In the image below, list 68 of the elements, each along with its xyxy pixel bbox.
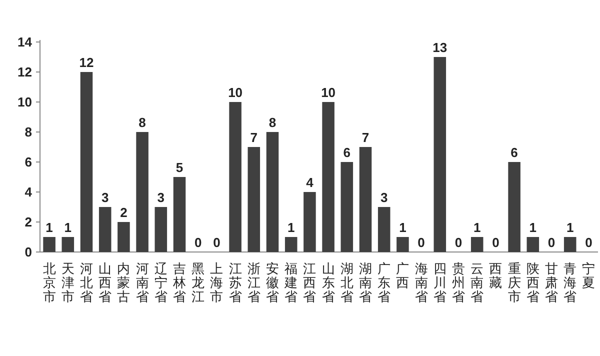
data-label: 6 — [510, 145, 518, 160]
x-tick-label: 湖南省 — [359, 262, 372, 305]
x-tick-label: 江苏省 — [228, 262, 242, 305]
x-tick-label: 贵州省 — [452, 262, 465, 305]
data-label: 3 — [380, 190, 388, 205]
y-tick-label: 10 — [18, 94, 32, 110]
y-tick-label: 6 — [24, 154, 32, 170]
x-tick-label: 浙江省 — [247, 262, 260, 305]
data-label: 13 — [432, 40, 448, 55]
data-label: 3 — [157, 190, 165, 205]
y-tick-label: 0 — [24, 244, 32, 260]
x-tick-label: 四川省 — [433, 262, 446, 305]
data-label: 2 — [120, 205, 128, 220]
x-tick-label: 吉林省 — [172, 262, 186, 305]
x-tick-label: 江西省 — [303, 262, 316, 305]
data-label: 4 — [306, 175, 314, 190]
x-tick-label: 山西省 — [98, 262, 112, 305]
x-tick-label: 西藏 — [489, 262, 502, 291]
x-tick-label: 重庆市 — [508, 262, 521, 305]
y-tick-label: 12 — [18, 64, 32, 80]
x-tick-label: 上海市 — [210, 262, 224, 305]
y-tick-label: 4 — [24, 184, 33, 200]
data-label: 1 — [529, 220, 537, 235]
x-tick-label: 河北省 — [80, 262, 93, 305]
data-label: 8 — [138, 115, 146, 130]
x-tick-label: 甘肃省 — [545, 262, 558, 305]
x-tick-label: 青海省 — [564, 262, 577, 305]
data-label: 6 — [343, 145, 351, 160]
x-tick-label: 天津市 — [61, 262, 74, 305]
data-label: 0 — [454, 235, 462, 250]
data-label: 0 — [213, 235, 220, 250]
x-tick-label: 海南省 — [414, 262, 428, 305]
x-tick-label: 广东省 — [378, 262, 391, 305]
data-label: 1 — [287, 220, 295, 235]
y-tick-label: 14 — [18, 34, 33, 50]
x-tick-label: 内蒙古 — [117, 262, 130, 305]
data-label: 12 — [79, 55, 94, 70]
data-label: 10 — [321, 85, 336, 100]
x-tick-label: 安徽省 — [266, 261, 279, 305]
data-label: 1 — [473, 220, 481, 235]
data-label: 0 — [194, 235, 202, 250]
data-label: 3 — [101, 190, 109, 205]
data-label: 7 — [362, 130, 370, 145]
data-label: 7 — [250, 130, 258, 145]
x-tick-label: 湖北省 — [340, 262, 354, 305]
data-label: 1 — [566, 220, 574, 235]
x-tick-label: 福建省 — [284, 262, 298, 305]
data-label: 5 — [176, 160, 184, 175]
data-label: 1 — [399, 220, 406, 235]
data-label: 10 — [228, 85, 243, 100]
x-tick-label: 黑龙江 — [192, 262, 205, 305]
x-tick-label: 陕西省 — [526, 262, 540, 305]
data-label: 0 — [492, 235, 500, 250]
data-label: 1 — [46, 220, 53, 235]
x-tick-label: 宁夏 — [582, 261, 596, 291]
x-tick-label: 河南省 — [136, 262, 149, 305]
x-tick-label: 北京市 — [42, 262, 56, 305]
x-tick-label: 辽宁省 — [154, 262, 168, 305]
data-label: 8 — [268, 115, 276, 130]
data-label: 0 — [418, 235, 425, 250]
x-tick-label: 广西 — [396, 262, 410, 291]
data-label: 0 — [548, 235, 556, 250]
data-label: 0 — [585, 235, 592, 250]
x-tick-label: 山东省 — [322, 262, 335, 305]
y-tick-label: 8 — [24, 124, 32, 140]
x-tick-label: 云南省 — [470, 262, 484, 305]
data-label: 1 — [64, 220, 72, 235]
y-tick-label: 2 — [24, 214, 32, 230]
